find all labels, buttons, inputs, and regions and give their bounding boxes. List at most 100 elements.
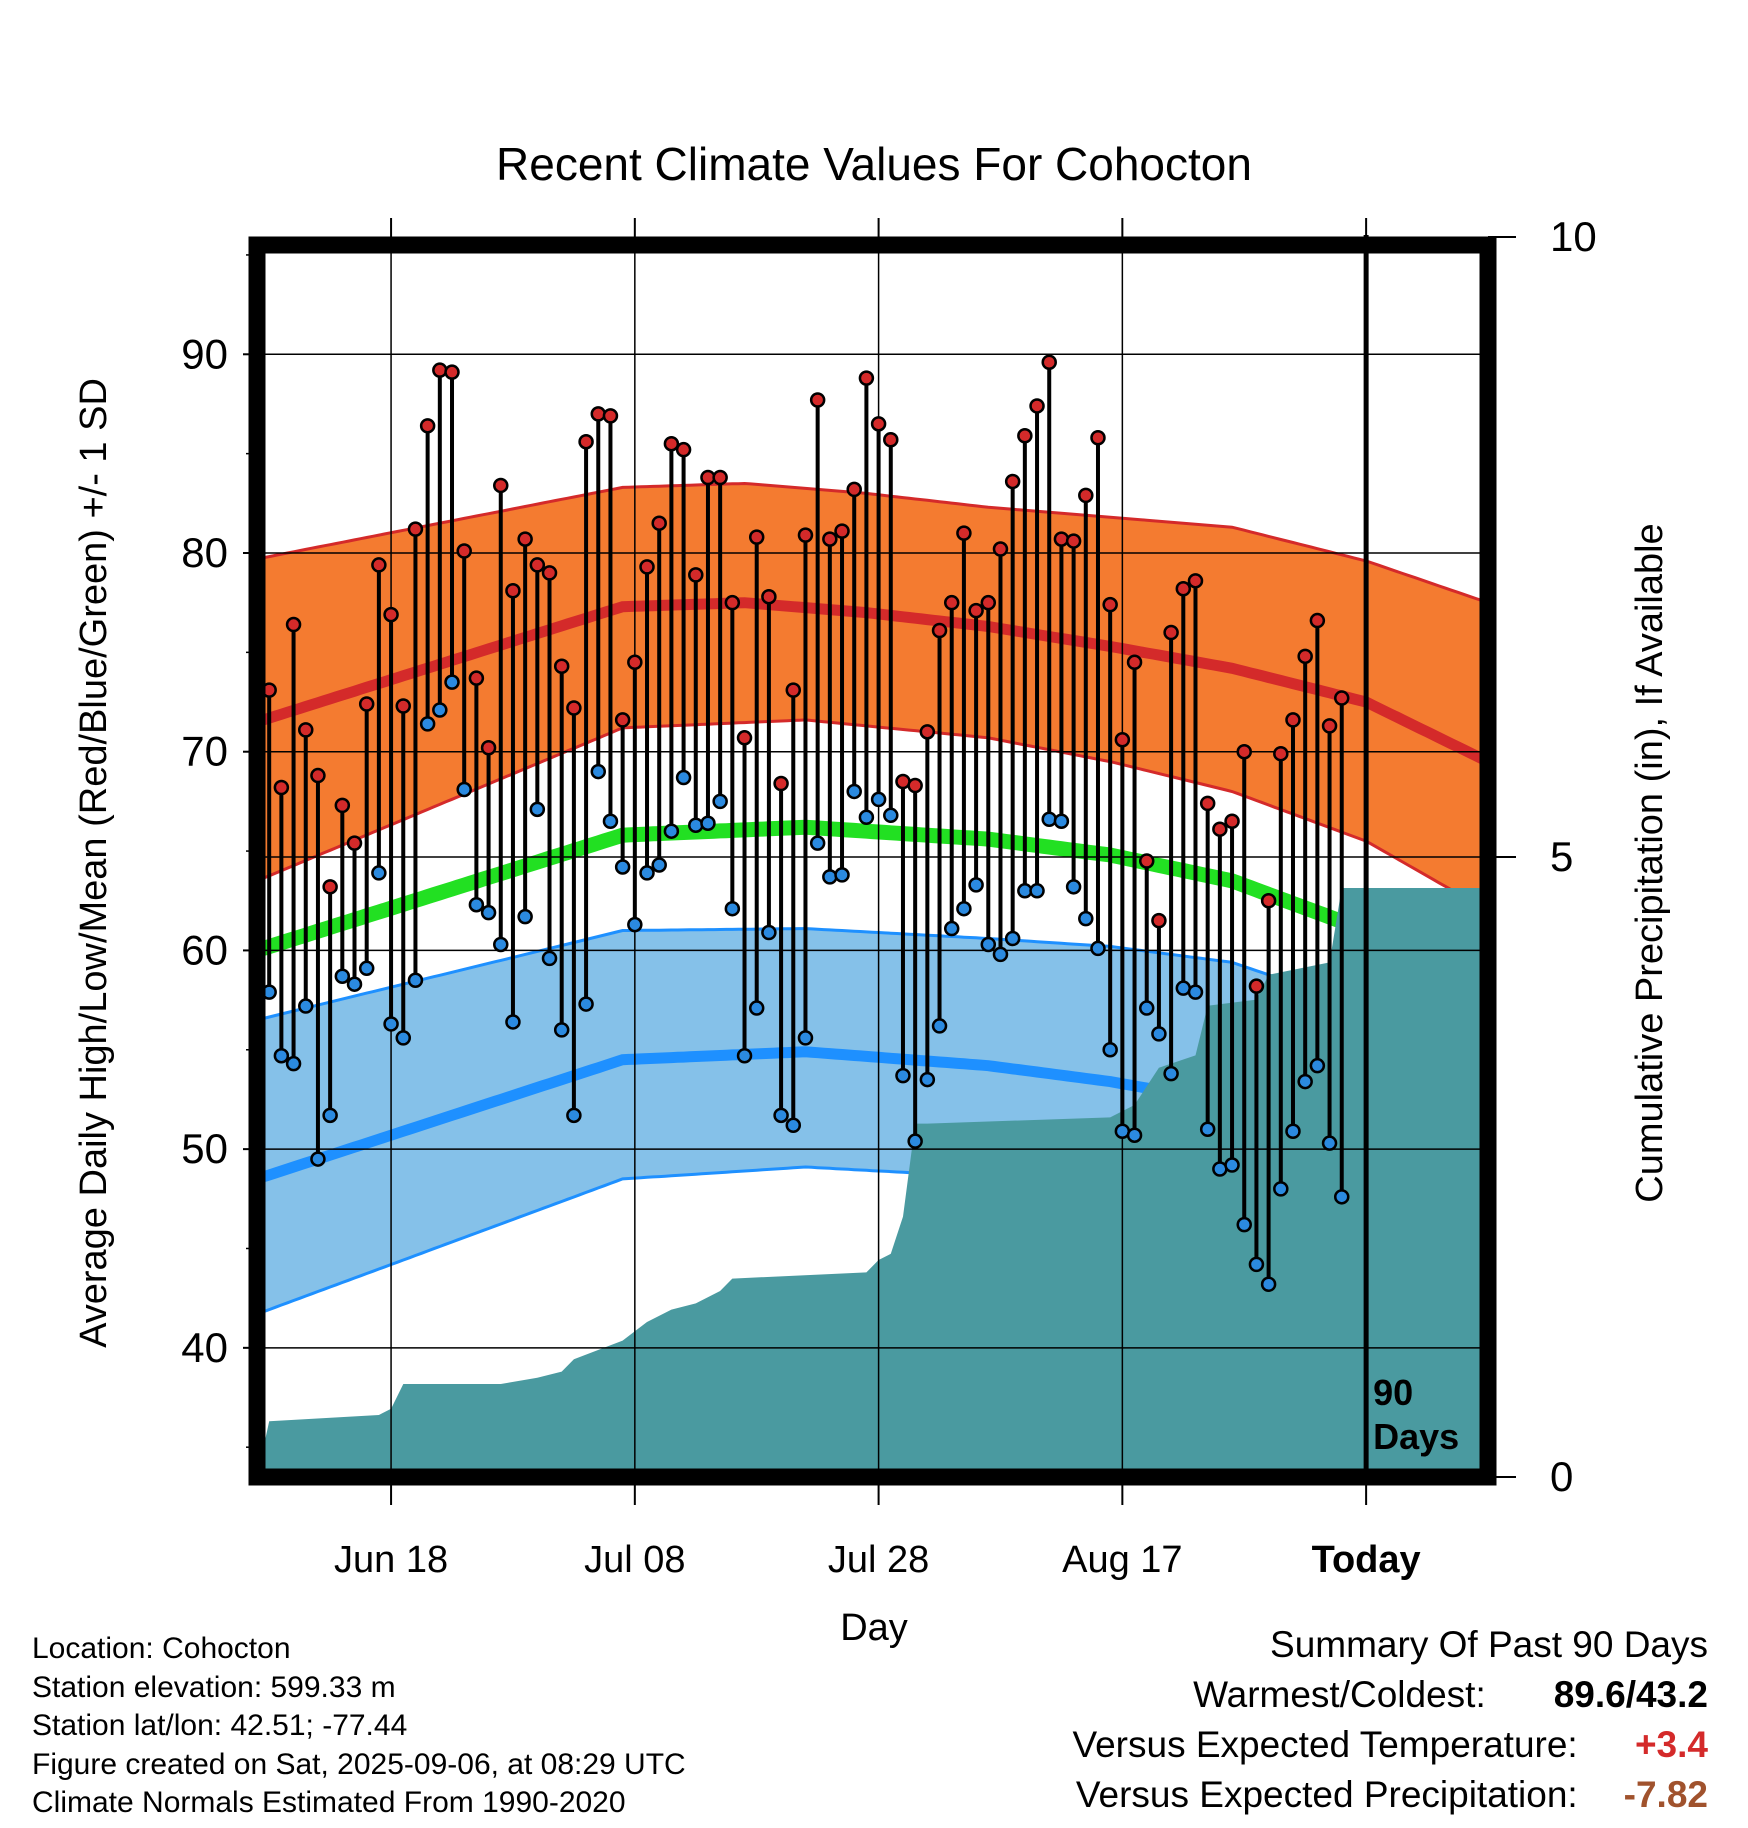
daily-high-point [383,606,399,623]
daily-high-point [785,682,802,698]
daily-low-point [639,865,655,881]
window-label-line: 90 [1373,1372,1413,1413]
daily-high-point [602,408,619,424]
daily-high-point [870,416,887,432]
x-tick-label: Jun 18 [334,1539,448,1581]
daily-low-point [358,960,375,977]
daily-high-point [1236,743,1252,760]
daily-low-point [858,809,875,826]
daily-low-point [505,1014,521,1030]
x-tick-label: Jul 08 [584,1539,685,1581]
daily-high-point [773,775,789,792]
daily-high-point [809,392,826,408]
daily-low-point [432,702,448,718]
daily-high-point [736,730,753,746]
daily-high-point [797,527,814,543]
daily-high-point [1260,892,1277,909]
daily-high-point [529,557,546,573]
daily-low-point [883,807,899,824]
daily-low-point [383,1016,399,1032]
daily-low-point [529,801,546,818]
daily-high-point [675,441,692,458]
daily-low-point [834,867,850,883]
daily-high-point [846,481,862,498]
daily-low-point [480,904,497,921]
warmest-coldest-label: Warmest/Coldest: [1193,1674,1486,1715]
daily-low-point [1102,1042,1118,1058]
warmest-coldest-value: 89.6/43.2 [1553,1674,1708,1715]
plot-frame [248,236,1497,1486]
daily-low-point [566,1107,582,1124]
normal-mean-line [257,819,1488,997]
y2-tick-label: 5 [1550,833,1573,880]
daily-low-point [736,1047,753,1064]
daily-high-point [1309,612,1326,629]
daily-high-point [285,616,302,633]
daily-high-point [1333,690,1350,706]
daily-high-point [273,779,290,796]
y-tick-label: 60 [181,926,228,973]
elevation-line: Station elevation: 599.33 m [32,1670,396,1704]
daily-high-point [444,364,460,380]
daily-high-point [1078,487,1094,504]
daily-high-point [968,602,984,619]
daily-low-point [1041,811,1057,828]
high-sd-band-upper-edge [257,481,1488,605]
daily-low-point [1260,1276,1277,1293]
daily-low-point [517,908,533,925]
daily-high-point [1138,853,1155,869]
daily-low-point [1236,1216,1252,1233]
daily-high-point [822,531,838,547]
daily-low-point [700,815,716,831]
daily-high-point [858,370,875,386]
daily-high-point [1297,648,1313,665]
y2-tick-label: 10 [1550,213,1597,260]
daily-low-point [444,674,460,690]
daily-low-point [968,877,984,893]
daily-high-point [1053,531,1070,547]
daily-high-point [1102,596,1118,613]
daily-low-point [919,1071,936,1088]
daily-high-point [1029,398,1045,414]
daily-high-point [1017,428,1033,444]
y-axis-label: Average Daily High/Low/Mean (Red/Blue/Gr… [73,378,115,1348]
daily-low-point [785,1117,802,1134]
daily-low-point [1090,940,1106,957]
daily-low-point [1065,879,1082,895]
daily-high-point [931,622,948,639]
plot-inner [257,245,1488,1477]
temp-vs-expected-value: +3.4 [1634,1724,1708,1765]
daily-high-point [919,724,936,740]
daily-high-point [505,583,521,599]
daily-high-point [1126,654,1143,671]
daily-low-point [1151,1026,1167,1042]
x-tick-label: Jul 28 [828,1539,929,1581]
daily-low-point [651,857,667,873]
daily-high-point [1285,712,1301,728]
daily-high-point [943,594,960,611]
normal-high-line [257,597,1488,767]
created-line: Figure created on Sat, 2025-09-06, at 08… [32,1747,686,1781]
daily-high-point [956,525,972,541]
summary-panel: Summary Of Past 90 Days Warmest/Coldest:… [1072,1620,1708,1820]
daily-high-point [980,594,997,611]
daily-low-point [895,1067,911,1084]
daily-high-point [1273,745,1289,762]
daily-low-point [407,972,424,988]
station-info: Location: Cohocton Station elevation: 59… [32,1630,686,1823]
daily-low-point [541,950,558,967]
daily-low-point [1138,1000,1155,1016]
daily-high-point [590,406,607,422]
daily-low-point [298,998,314,1014]
daily-low-point [1321,1135,1338,1151]
precip-vs-expected-row: Versus Expected Precipitation: -7.82 [1072,1770,1708,1820]
daily-high-point [1065,533,1082,549]
warmest-coldest-row: Warmest/Coldest: 89.6/43.2 [1072,1670,1708,1720]
daily-low-point [590,763,607,780]
daily-high-point [334,797,351,814]
daily-high-point [322,879,338,895]
daily-high-point [566,700,582,716]
daily-high-point [1175,581,1192,597]
daily-low-point [1004,930,1021,947]
